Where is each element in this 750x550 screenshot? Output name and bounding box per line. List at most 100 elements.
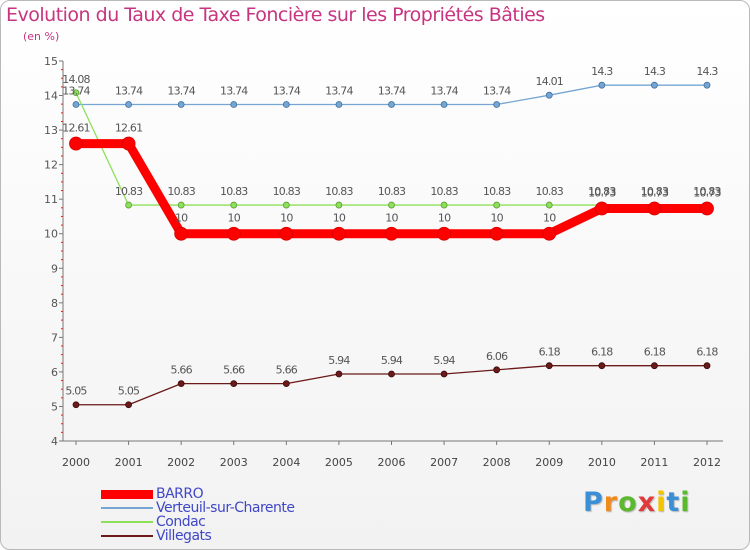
data-point-villegats (335, 370, 343, 378)
x-tick-label: 2004 (272, 456, 300, 469)
y-tick-label: 14 (44, 90, 58, 103)
data-point-verteuil-sur-charente (440, 101, 448, 108)
data-point-barro (437, 226, 451, 241)
data-label-barro: 12.61 (115, 122, 143, 135)
logo-letter: i (656, 487, 667, 518)
y-tick-label: 5 (51, 400, 58, 413)
legend-label: BARRO (156, 486, 204, 502)
data-label-verteuil-sur-charente: 14.3 (591, 65, 613, 78)
data-label-condac: 10.83 (483, 185, 511, 198)
data-label-villegats: 6.18 (539, 346, 561, 359)
data-point-barro (174, 226, 189, 241)
legend-swatch (101, 521, 153, 523)
x-tick-label: 2003 (220, 456, 248, 469)
data-point-condac (440, 201, 448, 209)
y-tick-label: 11 (44, 193, 58, 206)
legend-swatch (101, 489, 153, 499)
data-label-barro: 10 (228, 212, 241, 225)
data-label-condac: 10.83 (115, 185, 143, 198)
data-label-condac: 10.83 (588, 185, 616, 198)
data-point-verteuil-sur-charente (703, 81, 711, 89)
x-tick-label: 2002 (167, 456, 195, 469)
y-tick-label: 6 (51, 366, 58, 379)
data-label-villegats: 5.66 (223, 364, 245, 377)
data-point-condac (177, 201, 185, 209)
data-point-verteuil-sur-charente (493, 101, 501, 108)
data-point-villegats (440, 370, 448, 378)
data-point-verteuil-sur-charente (598, 81, 606, 89)
data-point-condac (72, 89, 80, 97)
legend-swatch (101, 507, 153, 509)
data-label-verteuil-sur-charente: 13.74 (62, 85, 90, 98)
data-label-verteuil-sur-charente: 13.74 (167, 85, 195, 98)
data-point-verteuil-sur-charente (72, 101, 80, 108)
data-point-barro (279, 226, 294, 241)
x-tick-label: 2000 (62, 456, 90, 469)
data-point-villegats (545, 362, 553, 370)
data-label-verteuil-sur-charente: 13.74 (220, 85, 248, 98)
data-point-villegats (282, 380, 290, 388)
data-point-villegats (651, 362, 658, 370)
data-point-barro (647, 201, 662, 216)
data-label-barro: 10 (175, 212, 188, 225)
data-label-villegats: 5.94 (381, 354, 403, 367)
data-label-villegats: 5.66 (171, 364, 193, 377)
data-label-villegats: 6.18 (591, 346, 613, 359)
x-tick-label: 2001 (115, 456, 143, 469)
data-label-villegats: 5.05 (118, 385, 140, 398)
data-point-verteuil-sur-charente (545, 91, 553, 99)
logo-letter: P (583, 487, 604, 518)
data-point-barro (489, 226, 504, 241)
data-point-verteuil-sur-charente (282, 101, 290, 108)
data-label-condac: 10.83 (430, 185, 458, 198)
data-label-verteuil-sur-charente: 13.74 (115, 85, 143, 98)
data-label-villegats: 5.66 (276, 364, 298, 377)
data-point-verteuil-sur-charente (651, 81, 658, 89)
data-label-barro: 10 (280, 212, 293, 225)
y-tick-label: 4 (51, 435, 58, 448)
y-axis-unit-label: (en %) (23, 30, 60, 43)
data-label-condac: 10.83 (536, 185, 564, 198)
data-point-condac (388, 201, 395, 209)
legend-swatch (101, 535, 153, 537)
data-label-villegats: 6.18 (696, 346, 718, 359)
proxiti-logo: Proxiti (583, 487, 691, 518)
data-label-condac: 10.83 (693, 185, 721, 198)
data-point-barro (384, 226, 399, 241)
data-point-condac (125, 201, 132, 209)
data-label-condac: 10.83 (220, 185, 248, 198)
data-point-villegats (230, 380, 238, 388)
x-tick-label: 2007 (430, 456, 458, 469)
x-tick-label: 2009 (535, 456, 563, 469)
data-label-villegats: 6.18 (644, 346, 666, 359)
data-point-villegats (72, 401, 80, 409)
data-point-villegats (177, 380, 185, 388)
x-tick-label: 2012 (693, 456, 721, 469)
data-label-verteuil-sur-charente: 13.74 (430, 85, 458, 98)
logo-letter: t (666, 487, 681, 518)
legend-label: Villegats (156, 528, 212, 544)
data-point-verteuil-sur-charente (177, 101, 185, 108)
logo-letter: x (637, 487, 657, 518)
logo-letter: i (680, 487, 691, 518)
data-point-barro (700, 201, 714, 216)
data-label-barro: 10 (438, 212, 451, 225)
data-point-villegats (388, 370, 395, 378)
data-point-villegats (703, 362, 711, 370)
y-tick-label: 8 (51, 297, 58, 310)
data-point-villegats (598, 362, 606, 370)
y-tick-label: 15 (44, 55, 58, 68)
data-label-barro: 10.73 (693, 187, 721, 200)
legend-label: Condac (156, 514, 206, 530)
data-label-villegats: 5.94 (433, 354, 455, 367)
data-point-condac (282, 201, 290, 209)
chart-title: Evolution du Taux de Taxe Foncière sur l… (6, 4, 545, 26)
data-label-condac: 10.83 (378, 185, 406, 198)
data-point-condac (335, 201, 343, 209)
data-label-condac: 10.83 (273, 185, 301, 198)
data-label-condac: 14.08 (62, 73, 90, 86)
data-point-verteuil-sur-charente (125, 101, 132, 108)
data-point-condac (230, 201, 238, 209)
x-tick-label: 2005 (325, 456, 353, 469)
data-point-barro (226, 226, 241, 241)
